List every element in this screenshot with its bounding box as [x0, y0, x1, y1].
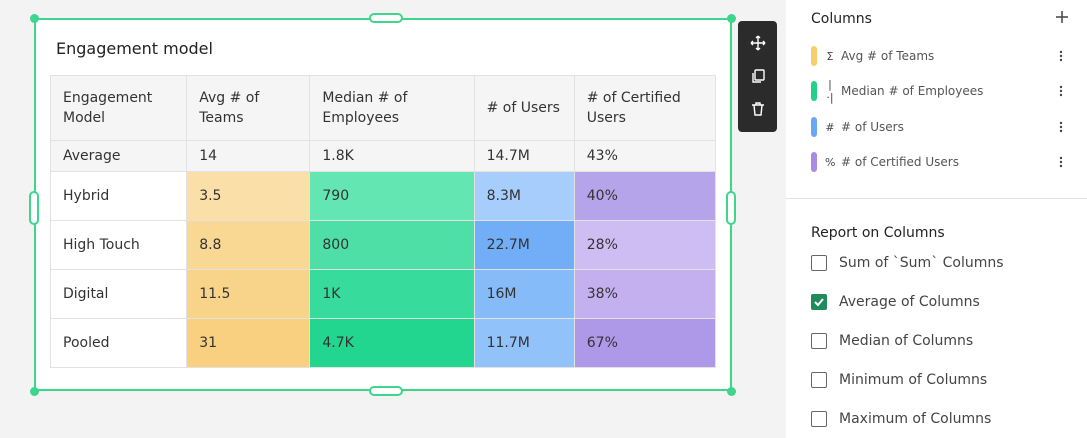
count-icon: #: [825, 120, 835, 134]
engagement-table: Engagement Model Avg # of Teams Median #…: [49, 75, 717, 368]
table-cell: 22.7M: [473, 220, 575, 270]
widget-title[interactable]: Engagement model: [56, 39, 213, 58]
checkbox[interactable]: [811, 411, 827, 427]
table-cell: Digital: [49, 269, 188, 319]
add-column-button[interactable]: [1051, 6, 1073, 28]
option-median-columns[interactable]: Median of Columns: [811, 331, 973, 351]
column-color-bar: [811, 81, 817, 101]
kebab-menu-icon[interactable]: [1054, 152, 1068, 172]
table-cell: 8.8: [186, 220, 311, 270]
resize-handle-top[interactable]: [369, 13, 403, 23]
option-maximum-columns[interactable]: Maximum of Columns: [811, 409, 991, 429]
table-cell: 31: [186, 318, 311, 368]
table-cell: 38%: [573, 269, 717, 319]
header-engagement-model[interactable]: Engagement Model: [49, 75, 188, 141]
header-certified-users[interactable]: # of Certified Users: [573, 75, 717, 141]
table-cell: 4.7K: [309, 318, 475, 368]
table-cell: Average: [49, 140, 188, 172]
table-header-row: Engagement Model Avg # of Teams Median #…: [49, 75, 717, 141]
table-cell: 790: [309, 171, 475, 221]
option-label: Maximum of Columns: [839, 411, 992, 427]
column-item-median-employees[interactable]: |·| Median # of Employees: [811, 78, 1071, 104]
table-row: Hybrid 3.5 790 8.3M 40%: [49, 171, 717, 221]
report-canvas: Engagement model Engagement Model Avg # …: [29, 13, 777, 396]
resize-handle-right[interactable]: [726, 191, 736, 225]
column-color-bar: [811, 117, 817, 137]
properties-panel: Columns Σ Avg # of Teams |·| Median # of…: [786, 0, 1087, 438]
checkbox[interactable]: [811, 294, 827, 310]
column-item-avg-teams[interactable]: Σ Avg # of Teams: [811, 46, 1071, 66]
option-minimum-columns[interactable]: Minimum of Columns: [811, 370, 987, 390]
column-label: # of Certified Users: [841, 155, 959, 169]
resize-handle-top-right[interactable]: [727, 14, 736, 23]
table-cell: 3.5: [186, 171, 311, 221]
report-section-title: Report on Columns: [811, 225, 945, 241]
delete-icon[interactable]: [738, 94, 777, 124]
column-item-certified-users[interactable]: % # of Certified Users: [811, 152, 1071, 172]
option-label: Sum of `Sum` Columns: [839, 255, 1004, 271]
table-row: High Touch 8.8 800 22.7M 28%: [49, 220, 717, 270]
table-cell: Hybrid: [49, 171, 188, 221]
table-cell: 8.3M: [473, 171, 575, 221]
table-cell: 16M: [473, 269, 575, 319]
header-median-employees[interactable]: Median # of Employees: [309, 75, 475, 141]
option-average-columns[interactable]: Average of Columns: [811, 292, 980, 312]
column-label: Avg # of Teams: [841, 49, 935, 63]
table-cell: 67%: [573, 318, 717, 368]
checkbox[interactable]: [811, 372, 827, 388]
checkbox[interactable]: [811, 333, 827, 349]
header-users[interactable]: # of Users: [473, 75, 575, 141]
median-icon: |·|: [826, 78, 834, 104]
table-cell: High Touch: [49, 220, 188, 270]
table-cell: 28%: [573, 220, 717, 270]
table-cell: Pooled: [49, 318, 188, 368]
table-cell: 800: [309, 220, 475, 270]
table-widget[interactable]: Engagement model Engagement Model Avg # …: [34, 18, 732, 391]
table-cell: 14.7M: [473, 140, 575, 172]
resize-handle-bottom-right[interactable]: [727, 387, 736, 396]
kebab-menu-icon[interactable]: [1054, 117, 1068, 137]
percent-icon: %: [825, 155, 836, 169]
column-item-users[interactable]: # # of Users: [811, 117, 1071, 137]
resize-handle-left[interactable]: [29, 191, 39, 225]
resize-handle-bottom[interactable]: [369, 386, 403, 396]
option-sum-columns[interactable]: Sum of `Sum` Columns: [811, 253, 1004, 273]
table-cell: 43%: [573, 140, 717, 172]
table-cell: 14: [186, 140, 311, 172]
kebab-menu-icon[interactable]: [1054, 81, 1068, 101]
checkbox[interactable]: [811, 255, 827, 271]
option-label: Median of Columns: [839, 333, 974, 349]
table-cell: 1K: [309, 269, 475, 319]
section-divider: [786, 198, 1087, 199]
duplicate-icon[interactable]: [738, 61, 777, 91]
table-cell: 11.5: [186, 269, 311, 319]
average-row: Average 14 1.8K 14.7M 43%: [49, 140, 717, 172]
table-row: Digital 11.5 1K 16M 38%: [49, 269, 717, 319]
column-label: # of Users: [841, 120, 904, 134]
table-cell: 1.8K: [309, 140, 475, 172]
sum-icon: Σ: [826, 49, 834, 63]
option-label: Average of Columns: [839, 294, 980, 310]
option-label: Minimum of Columns: [839, 372, 988, 388]
move-icon[interactable]: [738, 28, 777, 58]
resize-handle-bottom-left[interactable]: [30, 387, 39, 396]
kebab-menu-icon[interactable]: [1054, 46, 1068, 66]
widget-toolbar: [738, 21, 777, 132]
header-avg-teams[interactable]: Avg # of Teams: [186, 75, 311, 141]
column-color-bar: [811, 46, 817, 66]
resize-handle-top-left[interactable]: [30, 14, 39, 23]
table-cell: 40%: [573, 171, 717, 221]
column-color-bar: [811, 152, 817, 172]
checkmark-icon: [814, 298, 824, 307]
columns-section-title: Columns: [811, 11, 872, 27]
table-cell: 11.7M: [473, 318, 575, 368]
table-row: Pooled 31 4.7K 11.7M 67%: [49, 318, 717, 368]
column-label: Median # of Employees: [841, 84, 984, 98]
